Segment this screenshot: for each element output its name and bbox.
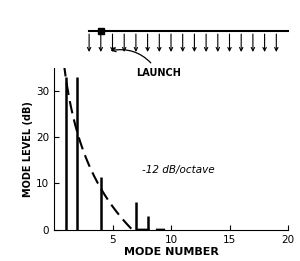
X-axis label: MODE NUMBER: MODE NUMBER	[124, 247, 218, 257]
Text: -12 dB/octave: -12 dB/octave	[142, 165, 214, 175]
Y-axis label: MODE LEVEL (dB): MODE LEVEL (dB)	[23, 101, 33, 197]
Text: LAUNCH: LAUNCH	[112, 48, 181, 78]
